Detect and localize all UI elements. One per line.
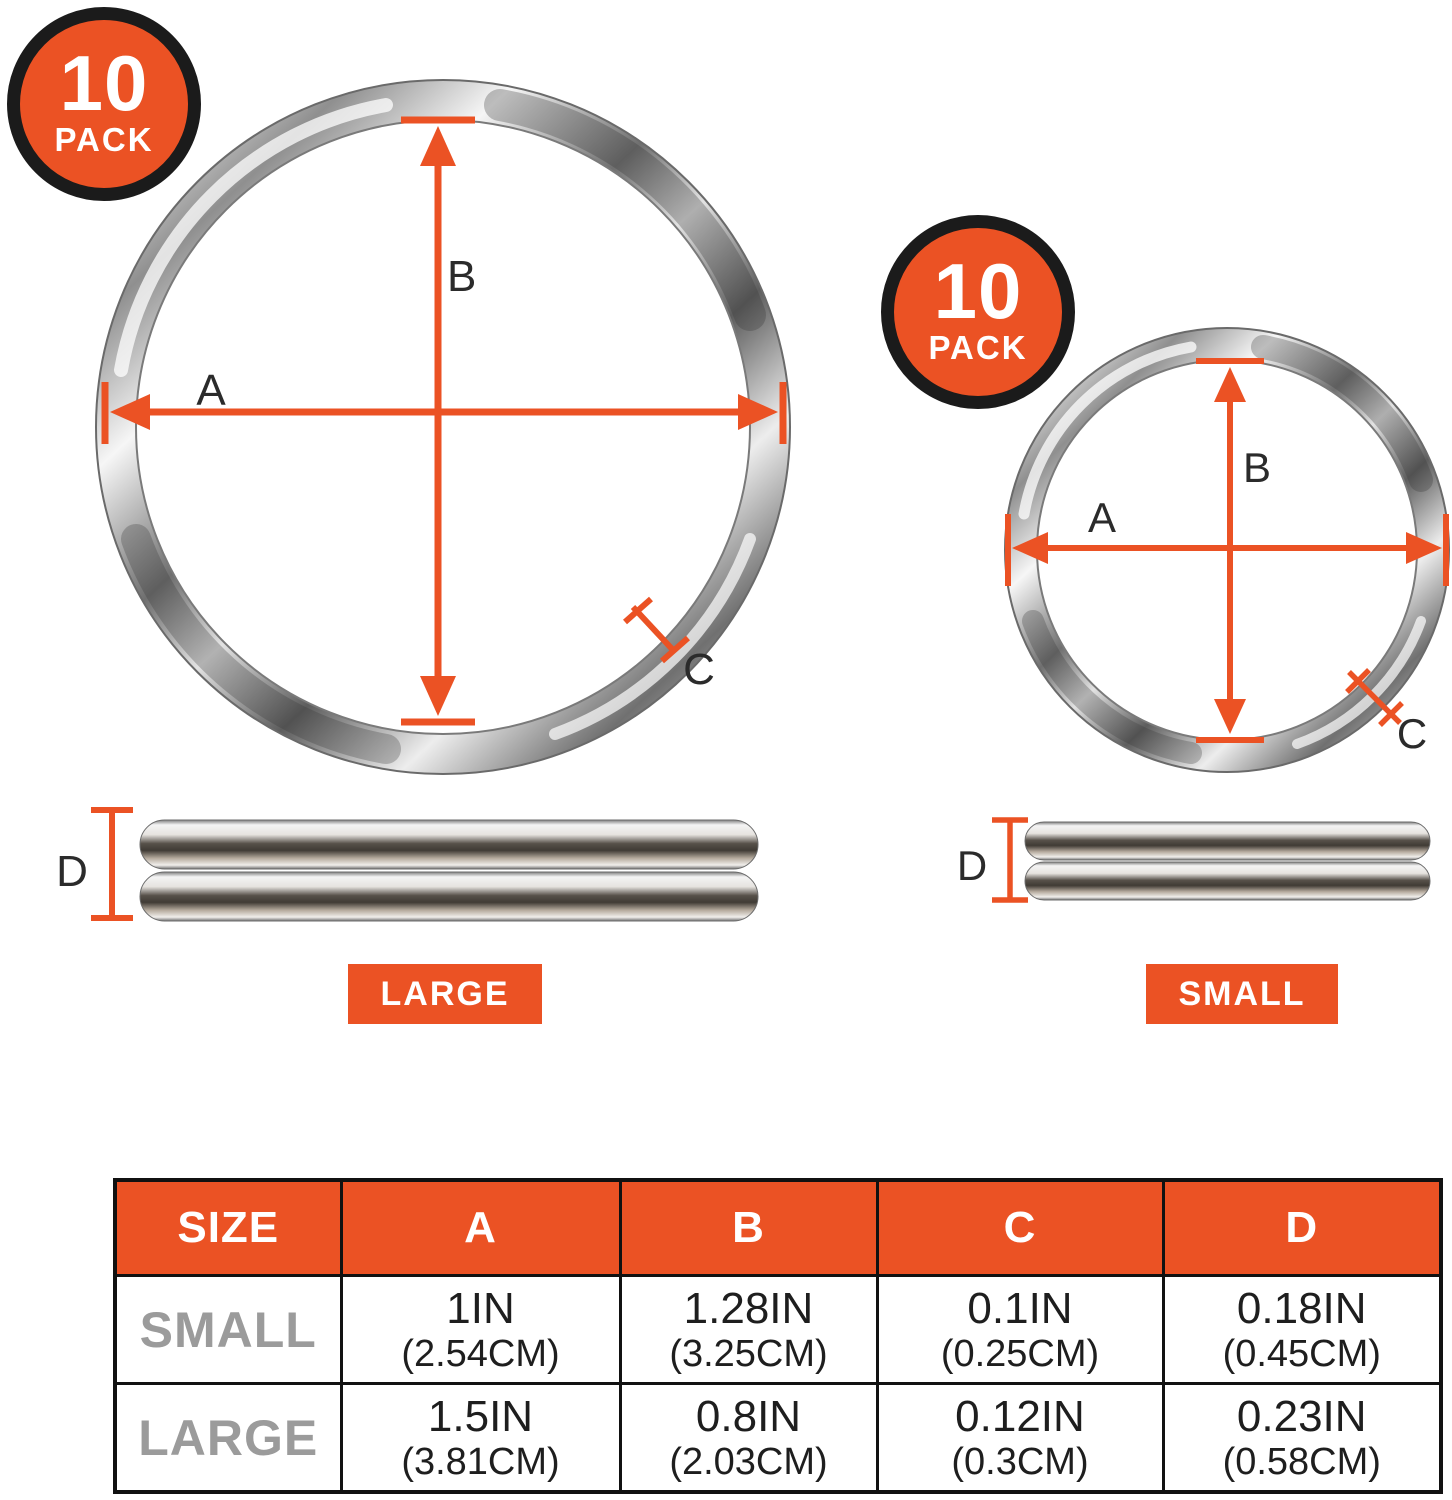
header-a: A (339, 1178, 622, 1277)
dim-marker-c-large: C (623, 596, 715, 694)
pack-label: PACK (928, 328, 1028, 366)
o-ring-side-bar (139, 819, 759, 870)
o-ring-large-tube (96, 80, 790, 774)
dim-arrow-a-large: A (101, 366, 787, 444)
dim-arrow-b-large: B (401, 116, 476, 726)
o-ring-dimension-diagram: B A C (56, 79, 1450, 922)
arrowhead-right-icon (1406, 532, 1442, 564)
o-ring-side-bar (139, 871, 759, 922)
o-ring-side-bar (1024, 861, 1431, 901)
size-tag-small: SMALL (1146, 964, 1338, 1024)
cell-large-a: 1.5IN (3.81CM) (339, 1382, 622, 1494)
o-ring-large-shade (121, 524, 401, 764)
value-cm: (0.45CM) (1222, 1332, 1381, 1375)
o-ring-large-outer-edge (95, 79, 791, 775)
value-inches: 1.28IN (683, 1283, 814, 1333)
value-cm: (0.58CM) (1222, 1440, 1381, 1483)
cell-large-b: 0.8IN (2.03CM) (618, 1382, 879, 1494)
o-ring-small-side-view (1024, 821, 1431, 901)
dim-tick (623, 596, 653, 625)
row-label-large: LARGE (113, 1382, 343, 1494)
pack-badge-large: 10 PACK (7, 7, 201, 201)
dim-label-c-large: C (683, 645, 715, 694)
value-inches: 1.5IN (427, 1391, 534, 1441)
dim-marker-d-large: D (56, 807, 133, 921)
value-cm: (3.81CM) (401, 1440, 560, 1483)
value-cm: (0.3CM) (951, 1440, 1089, 1483)
dim-label-d-small: D (957, 842, 987, 889)
pack-badge-small: 10 PACK (881, 215, 1075, 409)
dim-shaft (630, 604, 676, 653)
value-inches: 0.23IN (1236, 1391, 1367, 1441)
cell-small-b: 1.28IN (3.25CM) (618, 1274, 879, 1385)
arrowhead-down-icon (420, 676, 456, 716)
pack-count: 10 (59, 39, 149, 128)
dim-label-c-small: C (1397, 710, 1427, 757)
arrowhead-right-icon (738, 394, 778, 430)
cell-large-c: 0.12IN (0.3CM) (875, 1382, 1165, 1494)
o-ring-small-shade (1022, 610, 1202, 764)
value-inches: 0.8IN (695, 1391, 802, 1441)
header-b: B (618, 1178, 879, 1277)
header-d: D (1161, 1178, 1443, 1277)
size-tag-large: LARGE (348, 964, 542, 1024)
value-inches: 0.12IN (955, 1391, 1085, 1441)
dim-label-d-large: D (56, 847, 88, 896)
dim-marker-d-small: D (957, 817, 1028, 903)
dim-label-a-large: A (196, 366, 226, 415)
row-label-small: SMALL (113, 1274, 343, 1385)
o-ring-large-highlight (114, 98, 393, 377)
arrowhead-down-icon (1214, 699, 1246, 734)
table-header-row: SIZE A B C D (113, 1178, 1443, 1277)
size-dimensions-table: SIZE A B C D SMALL 1IN (2.54CM) 1.28IN (… (113, 1178, 1443, 1494)
o-ring-large-side-view (139, 819, 759, 922)
arrowhead-left-icon (1012, 532, 1048, 564)
cell-small-a: 1IN (2.54CM) (339, 1274, 622, 1385)
value-cm: (0.25CM) (940, 1332, 1100, 1375)
dim-arrow-b-small: B (1196, 358, 1271, 743)
table-row-large: LARGE 1.5IN (3.81CM) 0.8IN (2.03CM) 0.12… (113, 1382, 1443, 1494)
o-ring-large-inner-edge (135, 119, 751, 735)
o-ring-side-bar (1024, 821, 1431, 861)
o-ring-small-shade (1251, 335, 1433, 492)
dim-tick (660, 635, 690, 664)
dim-label-b-large: B (447, 252, 476, 301)
o-ring-large-highlight (549, 533, 756, 740)
value-cm: (3.25CM) (669, 1332, 828, 1375)
value-cm: (2.54CM) (401, 1332, 560, 1375)
header-c: C (875, 1178, 1165, 1277)
header-size: SIZE (113, 1178, 343, 1277)
cell-small-d: 0.18IN (0.45CM) (1161, 1274, 1443, 1385)
dim-arrow-a-small: A (1005, 494, 1449, 586)
pack-count: 10 (933, 247, 1023, 336)
dim-marker-c-small: C (1345, 668, 1427, 757)
value-inches: 0.18IN (1236, 1283, 1367, 1333)
cell-large-d: 0.23IN (0.58CM) (1161, 1382, 1443, 1494)
dim-label-b-small: B (1243, 444, 1271, 491)
value-inches: 1IN (446, 1283, 515, 1333)
cell-small-c: 0.1IN (0.25CM) (875, 1274, 1165, 1385)
dim-tick (1345, 668, 1371, 694)
o-ring-small-highlight (1018, 341, 1197, 520)
pack-label: PACK (54, 120, 154, 158)
o-ring-large-front-view (95, 79, 791, 775)
o-ring-large-shade (484, 89, 766, 331)
dim-label-a-small: A (1088, 494, 1116, 541)
value-inches: 0.1IN (967, 1283, 1073, 1333)
dim-tick (1378, 701, 1404, 727)
value-cm: (2.03CM) (669, 1440, 828, 1483)
arrowhead-left-icon (110, 394, 150, 430)
table-row-small: SMALL 1IN (2.54CM) 1.28IN (3.25CM) 0.1IN… (113, 1274, 1443, 1385)
arrowhead-up-icon (420, 126, 456, 166)
arrowhead-up-icon (1214, 367, 1246, 402)
